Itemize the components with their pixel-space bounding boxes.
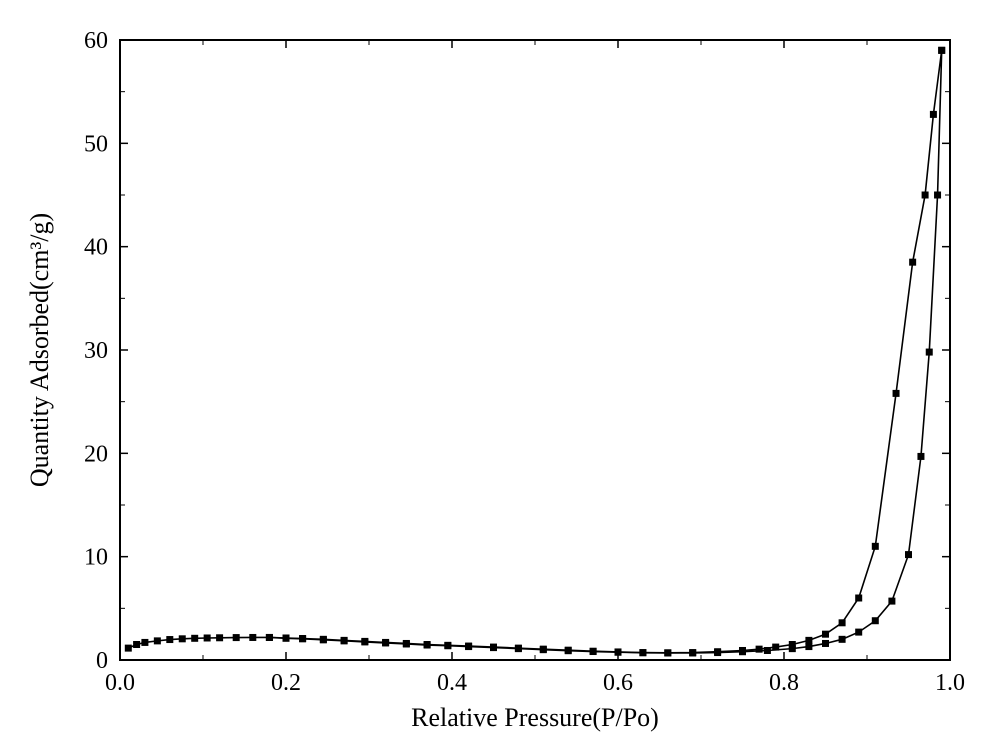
svg-text:0.6: 0.6 <box>603 670 633 696</box>
series-marker-desorption <box>773 644 779 650</box>
series-marker-adsorption <box>125 645 131 651</box>
series-marker-desorption <box>341 637 347 643</box>
series-marker-desorption <box>383 639 389 645</box>
svg-text:Relative Pressure(P/Po): Relative Pressure(P/Po) <box>411 703 659 732</box>
series-marker-desorption <box>856 595 862 601</box>
svg-text:0: 0 <box>96 648 108 674</box>
series-marker-desorption <box>565 647 571 653</box>
series-marker-adsorption <box>935 192 941 198</box>
series-marker-adsorption <box>233 635 239 641</box>
svg-text:0.4: 0.4 <box>437 670 467 696</box>
series-marker-adsorption <box>134 642 140 648</box>
series-marker-desorption <box>823 631 829 637</box>
series-marker-desorption <box>756 646 762 652</box>
series-marker-desorption <box>283 635 289 641</box>
series-marker-desorption <box>893 390 899 396</box>
svg-text:10: 10 <box>84 545 108 571</box>
series-marker-desorption <box>590 648 596 654</box>
series-marker-desorption <box>930 111 936 117</box>
svg-text:0.2: 0.2 <box>271 670 301 696</box>
series-marker-desorption <box>540 646 546 652</box>
series-marker-desorption <box>362 638 368 644</box>
series-marker-adsorption <box>806 644 812 650</box>
series-marker-adsorption <box>918 453 924 459</box>
series-marker-desorption <box>690 650 696 656</box>
svg-text:40: 40 <box>84 235 108 261</box>
series-marker-desorption <box>266 634 272 640</box>
isotherm-chart: 0.0 0.2 0.4 0.6 0.8 1.0 0 10 20 30 40 50 60 Relative … <box>0 0 1000 755</box>
svg-text:0.8: 0.8 <box>769 670 799 696</box>
series-marker-adsorption <box>906 552 912 558</box>
series-marker-adsorption <box>204 635 210 641</box>
svg-text:1.0: 1.0 <box>935 670 965 696</box>
series-marker-adsorption <box>889 598 895 604</box>
series-marker-desorption <box>922 192 928 198</box>
series-marker-desorption <box>615 649 621 655</box>
series-marker-adsorption <box>856 629 862 635</box>
series-marker-desorption <box>715 649 721 655</box>
svg-text:0.0: 0.0 <box>105 670 135 696</box>
series-marker-adsorption <box>167 637 173 643</box>
series-marker-adsorption <box>250 634 256 640</box>
series-marker-adsorption <box>839 636 845 642</box>
series-marker-desorption <box>300 636 306 642</box>
series-marker-adsorption <box>217 635 223 641</box>
series-marker-desorption <box>491 644 497 650</box>
series-marker-desorption <box>872 543 878 549</box>
series-marker-desorption <box>320 636 326 642</box>
series-marker-adsorption <box>154 638 160 644</box>
series-marker-desorption <box>466 643 472 649</box>
series-marker-desorption <box>403 640 409 646</box>
series-marker-adsorption <box>142 639 148 645</box>
series-marker-desorption <box>445 642 451 648</box>
series-marker-desorption <box>910 259 916 265</box>
svg-text:Quantity Adsorbed(cm³/g): Quantity Adsorbed(cm³/g) <box>25 213 54 487</box>
svg-text:60: 60 <box>84 28 108 54</box>
series-marker-desorption <box>789 642 795 648</box>
series-marker-adsorption <box>823 640 829 646</box>
series-marker-adsorption <box>192 635 198 641</box>
chart-container: 0.0 0.2 0.4 0.6 0.8 1.0 0 10 20 30 40 50 60 Relative … <box>0 0 1000 755</box>
series-marker-desorption <box>939 47 945 53</box>
series-marker-desorption <box>740 647 746 653</box>
series-marker-adsorption <box>179 636 185 642</box>
series-marker-desorption <box>515 645 521 651</box>
svg-text:30: 30 <box>84 338 108 364</box>
series-marker-desorption <box>640 650 646 656</box>
series-marker-desorption <box>806 637 812 643</box>
series-marker-desorption <box>839 620 845 626</box>
series-marker-adsorption <box>926 349 932 355</box>
svg-text:50: 50 <box>84 131 108 157</box>
series-marker-desorption <box>665 650 671 656</box>
series-marker-adsorption <box>872 618 878 624</box>
series-marker-desorption <box>424 642 430 648</box>
svg-text:20: 20 <box>84 441 108 467</box>
